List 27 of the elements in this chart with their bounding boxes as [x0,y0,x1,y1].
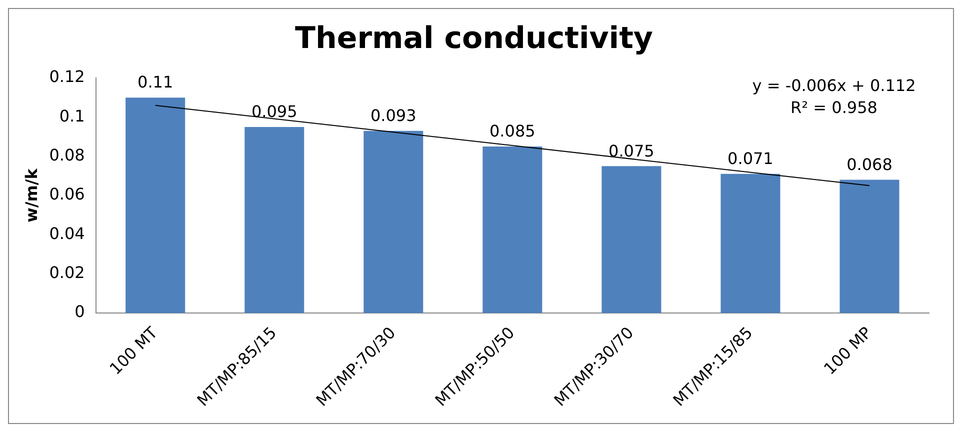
chart-title: Thermal conductivity [295,20,654,56]
y-tick-label: 0.12 [49,67,85,86]
annotation: R² = 0.958 [790,98,878,118]
bar [720,174,780,313]
data-label: 0.068 [846,154,892,174]
y-tick-label: 0.02 [49,262,85,282]
data-label: 0.085 [490,122,536,141]
data-label: 0.095 [251,102,298,122]
data-label: 0.11 [138,72,174,92]
x-tick-label: 100 MP [820,322,876,378]
y-tick-label: 0.1 [59,106,85,126]
x-tick-label: 100 MT [106,322,162,378]
data-label: 0.071 [728,149,774,168]
bar [602,166,662,313]
y-tick-label: 0.08 [49,145,85,164]
bar [126,98,186,313]
y-axis-title: w/m/k [22,168,41,222]
y-tick-label: 0 [74,302,85,322]
y-tick-label: 0.04 [49,224,85,243]
y-tick-label: 0.06 [49,184,85,204]
annotation: y = -0.006x + 0.112 [752,76,916,96]
data-label: 0.093 [370,106,416,126]
bar [364,130,424,313]
bar [244,126,304,313]
data-label: 0.075 [608,141,654,160]
bar [840,180,900,313]
bar [482,146,542,313]
